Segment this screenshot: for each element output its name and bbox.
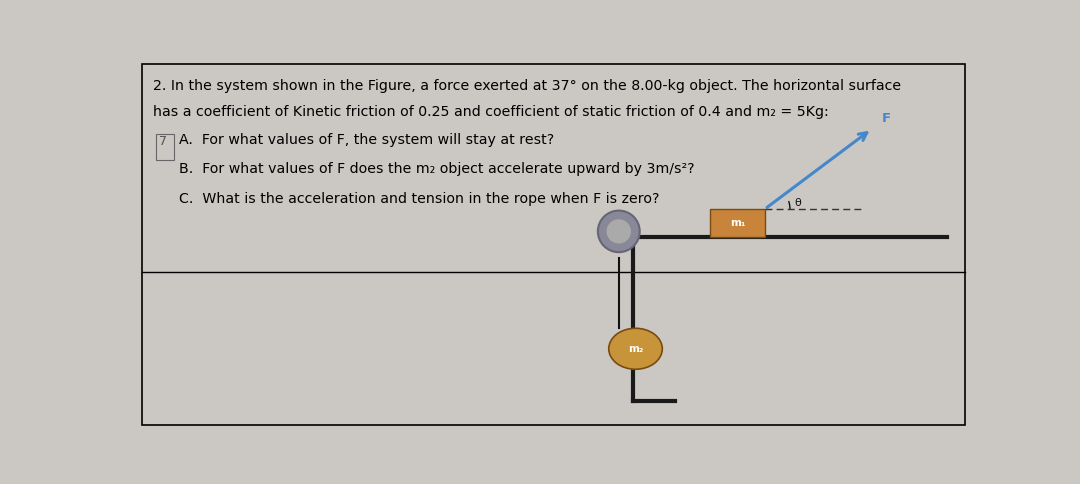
Text: C.  What is the acceleration and tension in the rope when F is zero?: C. What is the acceleration and tension …	[178, 192, 659, 206]
Text: 7: 7	[159, 135, 167, 148]
Text: θ: θ	[794, 198, 801, 209]
Bar	[711, 209, 765, 237]
Ellipse shape	[609, 328, 662, 369]
Text: B.  For what values of F does the m₂ object accelerate upward by 3m/s²?: B. For what values of F does the m₂ obje…	[178, 163, 694, 177]
Text: 2. In the system shown in the Figure, a force exerted at 37° on the 8.00-kg obje: 2. In the system shown in the Figure, a …	[153, 78, 902, 92]
Text: m₁: m₁	[730, 218, 745, 228]
Ellipse shape	[598, 211, 639, 252]
Ellipse shape	[607, 220, 631, 243]
Text: has a coefficient of Kinetic friction of 0.25 and coefficient of static friction: has a coefficient of Kinetic friction of…	[153, 105, 829, 119]
Text: A.  For what values of F, the system will stay at rest?: A. For what values of F, the system will…	[178, 133, 554, 147]
Text: m₂: m₂	[627, 344, 644, 354]
Text: F: F	[882, 112, 891, 125]
